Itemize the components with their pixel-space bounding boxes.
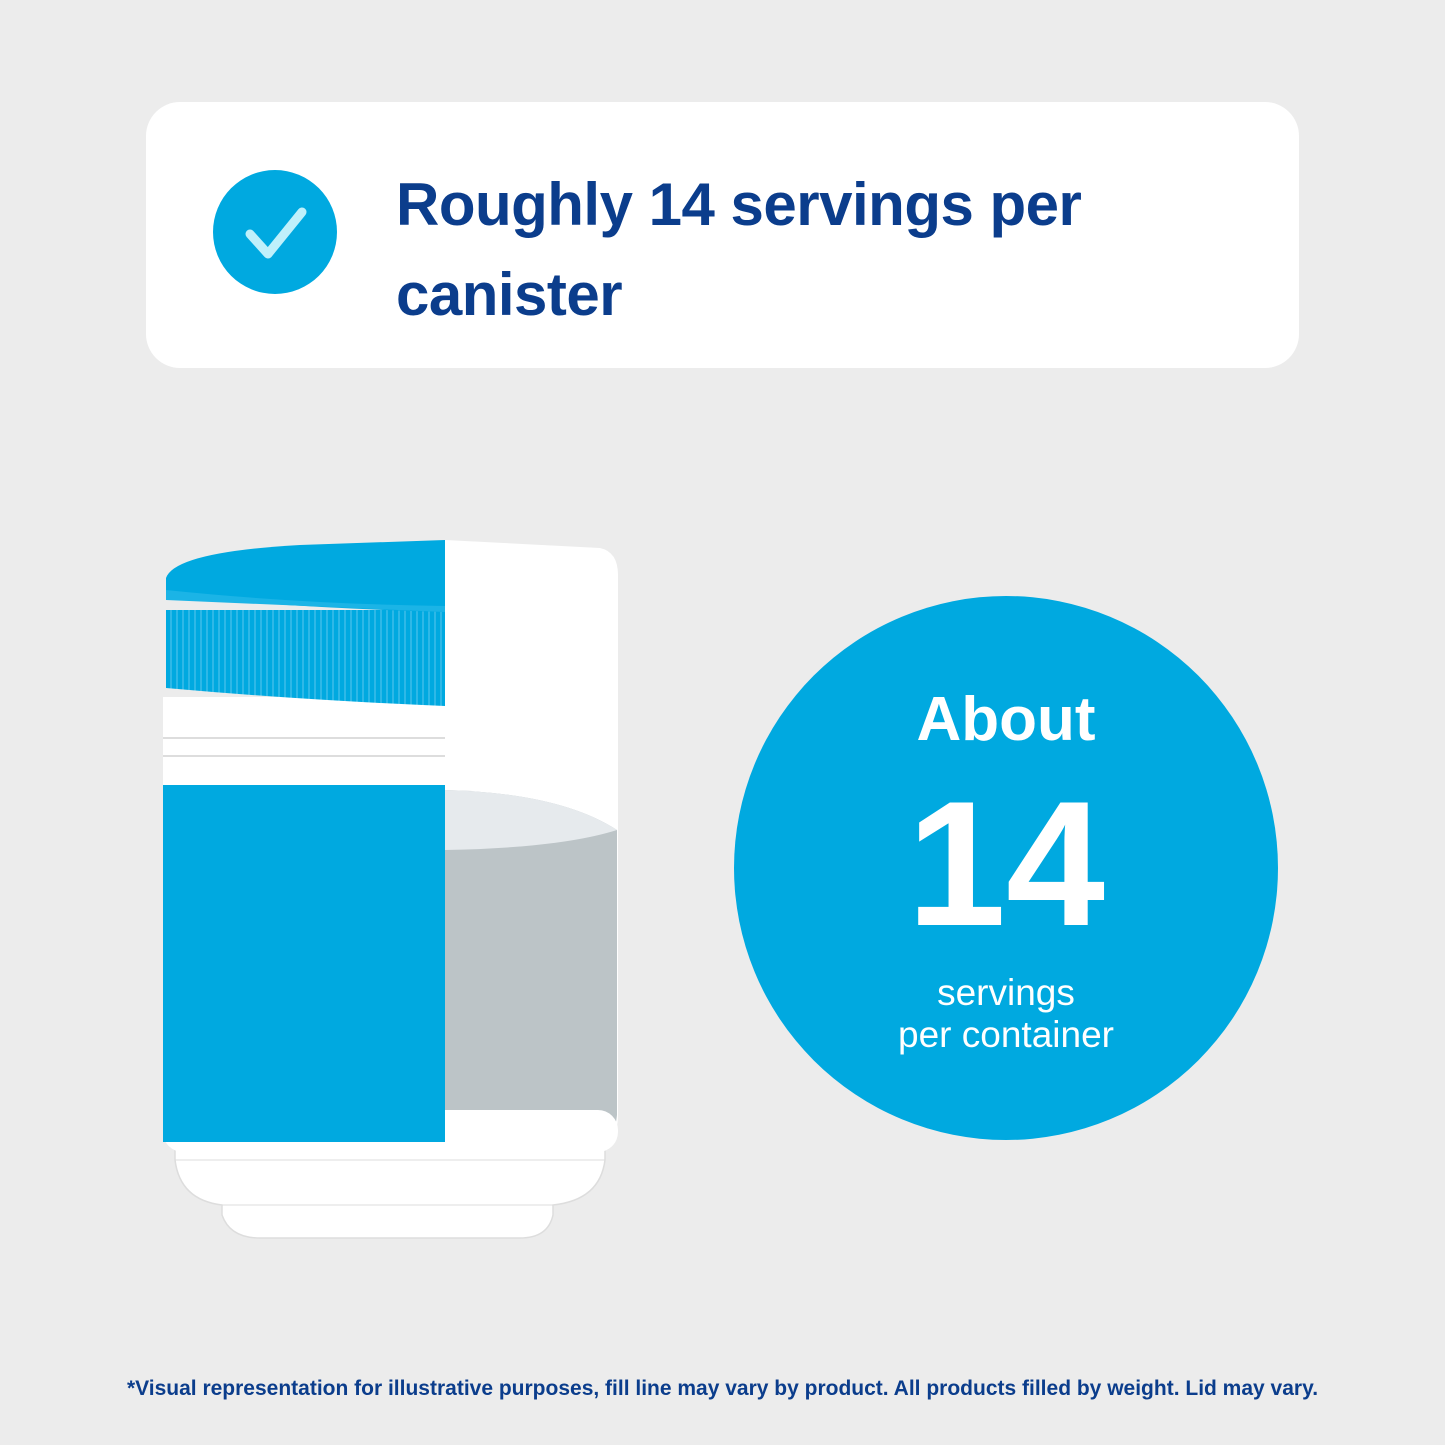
- badge-unit: per container: [898, 1014, 1114, 1055]
- check-circle: [213, 170, 337, 294]
- badge-number: 14: [907, 764, 1105, 963]
- check-mark: [245, 207, 307, 259]
- badge-prefix: About: [916, 685, 1095, 754]
- header-title: Roughly 14 servings per canister: [396, 171, 1082, 328]
- check-layer: [213, 170, 337, 294]
- badge-circle: [734, 596, 1278, 1140]
- canister: [163, 540, 618, 1239]
- footnote: *Visual representation for illustrative …: [126, 1377, 1319, 1400]
- badge-unit: servings: [937, 972, 1075, 1013]
- header-card: [146, 102, 1299, 368]
